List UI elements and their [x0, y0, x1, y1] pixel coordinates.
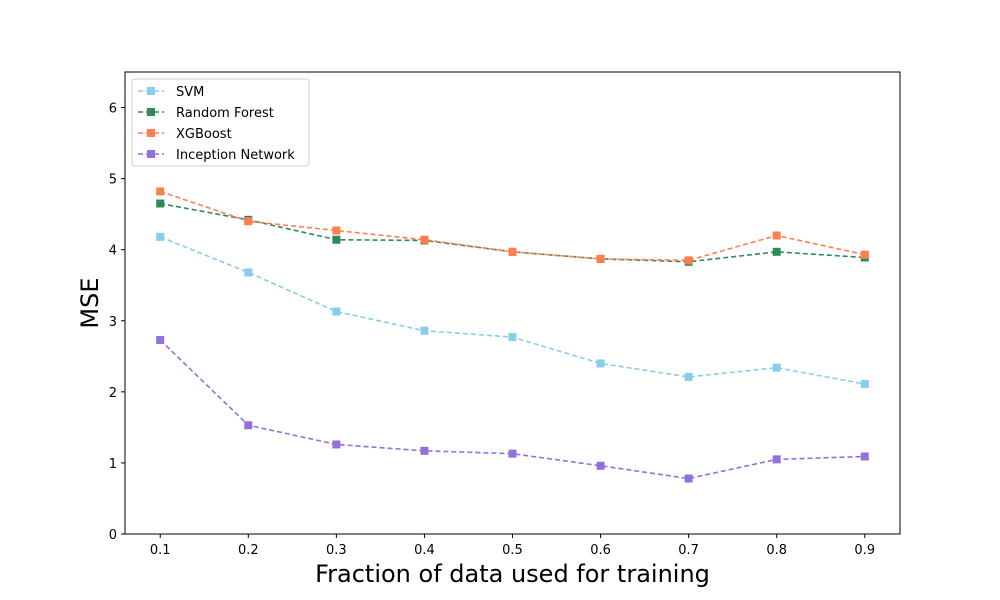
data-point: [420, 235, 429, 244]
data-point: [508, 449, 517, 458]
data-point: [508, 333, 517, 342]
series-inception-network: [156, 335, 869, 483]
data-point: [156, 199, 165, 208]
legend-marker: [147, 108, 155, 116]
data-point: [332, 226, 341, 235]
x-tick-label: 0.3: [326, 543, 347, 558]
data-point: [772, 247, 781, 256]
legend: SVM Random Forest XGBoost Inception Network: [131, 78, 310, 167]
data-point: [772, 455, 781, 464]
legend-marker: [147, 129, 155, 137]
y-axis-title: MSE: [76, 277, 104, 328]
data-point: [332, 235, 341, 244]
x-tick-label: 0.6: [590, 543, 611, 558]
y-tick-label: 5: [109, 173, 117, 188]
data-point: [772, 363, 781, 372]
legend-entry: Inception Network: [138, 148, 295, 163]
data-point: [244, 268, 253, 277]
plot-frame: [124, 71, 901, 535]
data-point: [684, 256, 693, 265]
y-tick-label: 0: [109, 528, 117, 543]
data-point: [420, 446, 429, 455]
series-xgboost: [156, 187, 869, 265]
legend-entry: Random Forest: [138, 106, 274, 121]
legend-entry: XGBoost: [138, 127, 232, 142]
legend-label: Random Forest: [176, 106, 274, 121]
series-line: [159, 190, 865, 262]
data-point: [156, 232, 165, 241]
data-point: [860, 250, 869, 259]
x-tick-label: 0.4: [414, 543, 435, 558]
y-tick-label: 6: [109, 102, 117, 117]
data-point: [684, 474, 693, 483]
legend-label: Inception Network: [176, 148, 295, 163]
x-tick-label: 0.7: [678, 543, 699, 558]
data-point: [244, 217, 253, 226]
y-tick-label: 1: [109, 457, 117, 472]
data-point: [596, 254, 605, 263]
data-point: [508, 247, 517, 256]
data-point: [596, 461, 605, 470]
data-point: [332, 307, 341, 316]
data-point: [156, 335, 165, 344]
legend-label: XGBoost: [176, 127, 232, 142]
series-svm: [156, 232, 869, 389]
axis-ticks: 0.1 0.2 0.3 0.4 0.5 0.6 0.7 0.8 0.9 0 1 2 3 4 5 6: [109, 102, 875, 558]
data-point: [156, 187, 165, 196]
legend-box: [131, 78, 310, 167]
legend-marker: [147, 87, 155, 95]
y-tick-label: 2: [109, 386, 117, 401]
series-line: [159, 339, 865, 480]
legend-entry: SVM: [138, 85, 204, 100]
data-point: [772, 231, 781, 240]
data-point: [860, 452, 869, 461]
x-tick-label: 0.1: [150, 543, 171, 558]
legend-label: SVM: [176, 85, 204, 100]
x-axis-title: Fraction of data used for training: [315, 560, 710, 588]
y-tick-label: 3: [109, 315, 117, 330]
data-point: [244, 421, 253, 430]
x-tick-label: 0.9: [854, 543, 875, 558]
x-tick-label: 0.2: [238, 543, 259, 558]
x-tick-label: 0.5: [502, 543, 523, 558]
series-lines: [156, 187, 869, 483]
data-point: [332, 440, 341, 449]
data-point: [596, 359, 605, 368]
x-tick-label: 0.8: [766, 543, 787, 558]
data-point: [684, 372, 693, 381]
y-tick-label: 4: [109, 244, 117, 259]
data-point: [420, 326, 429, 335]
legend-marker: [147, 150, 155, 158]
data-point: [860, 380, 869, 389]
